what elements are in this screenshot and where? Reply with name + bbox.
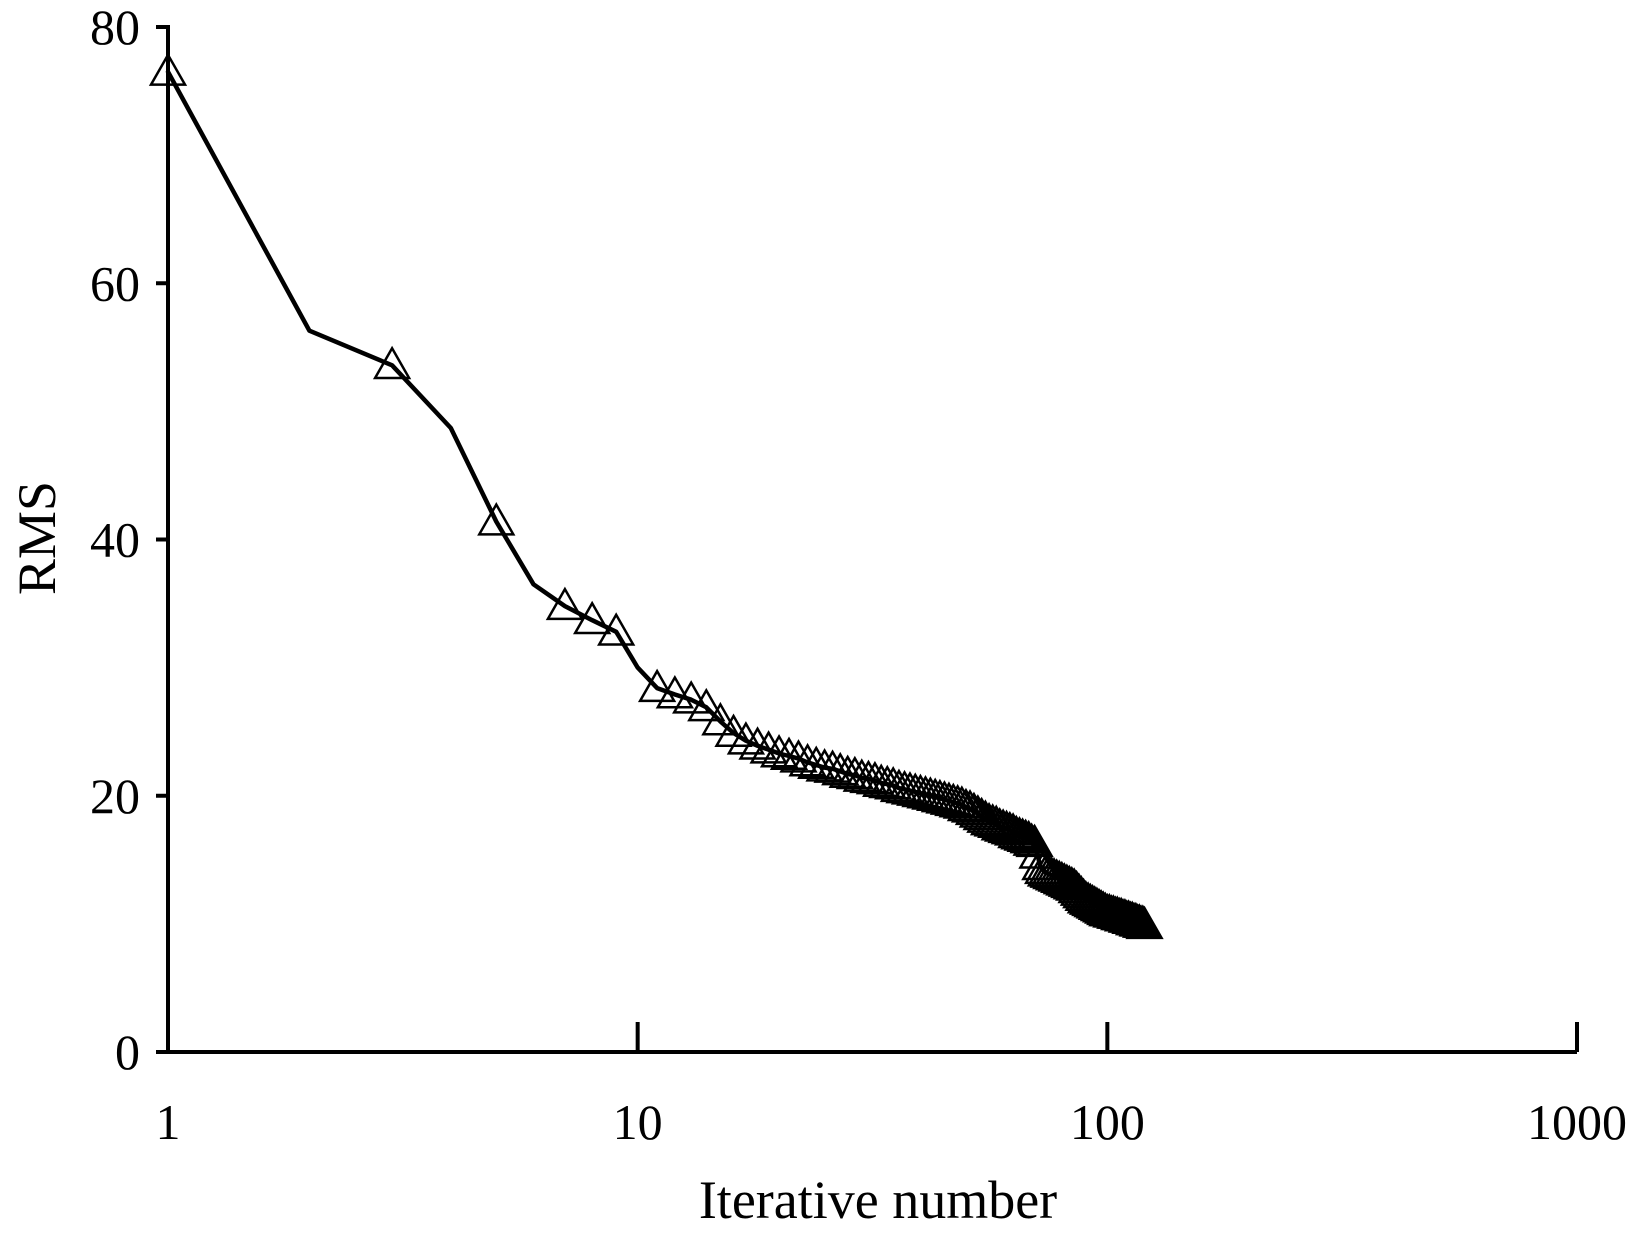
ticks-layer: 0 20 40 60 80 1 10 100 1000: [90, 0, 1627, 1150]
x-axis-title: Iterative number: [699, 1170, 1057, 1230]
data-point-marker: [759, 733, 799, 768]
data-point-marker: [572, 600, 612, 635]
data-point-marker: [966, 799, 1005, 833]
data-point-marker: [1006, 818, 1045, 853]
x-tick-label-1000: 1000: [1527, 1094, 1627, 1150]
data-point-marker: [687, 687, 726, 722]
data-point-marker: [726, 721, 766, 755]
data-point-marker: [788, 742, 827, 777]
data-point-marker: [1012, 822, 1051, 856]
data-point-marker: [1018, 835, 1057, 869]
data-point-marker: [1015, 823, 1054, 858]
data-point-marker: [868, 764, 907, 799]
y-tick-label-0: 0: [115, 1024, 140, 1080]
data-point-marker: [946, 787, 986, 822]
data-point-marker: [925, 780, 964, 814]
data-point-marker: [962, 796, 1001, 831]
data-point-marker: [545, 586, 585, 621]
data-point-marker: [1125, 905, 1164, 940]
data-point-marker: [477, 502, 516, 536]
x-tick-label-1: 1: [156, 1094, 181, 1150]
y-tick-label-40: 40: [90, 512, 140, 568]
data-point-marker: [934, 782, 973, 817]
data-point-marker: [879, 768, 919, 803]
x-tick-label-100: 100: [1070, 1094, 1145, 1150]
data-point-marker: [855, 760, 895, 795]
data-point-marker: [372, 345, 412, 380]
data-point-marker: [938, 783, 977, 818]
data-point-marker: [797, 745, 836, 779]
data-point-marker: [637, 668, 677, 703]
data-point-marker: [738, 726, 777, 760]
data-point-marker: [874, 765, 913, 800]
data-point-marker: [672, 680, 711, 714]
data-point-marker: [749, 730, 788, 764]
data-point-marker: [997, 814, 1036, 849]
marks-layer: [148, 52, 1164, 940]
y-tick-label-20: 20: [90, 768, 140, 824]
data-point-marker: [862, 763, 901, 797]
series-0-line: [165, 69, 1147, 928]
data-point-marker: [655, 675, 695, 709]
data-point-marker: [842, 758, 881, 792]
x-tick-label-10: 10: [613, 1094, 663, 1150]
data-point-marker: [769, 736, 809, 771]
data-point-marker: [849, 759, 888, 794]
data-point-marker: [779, 739, 818, 773]
y-axis-title: RMS: [7, 481, 67, 595]
data-point-marker: [701, 701, 740, 736]
data-point-marker: [929, 781, 969, 815]
y-tick-label-80: 80: [90, 0, 140, 55]
y-tick-label-60: 60: [90, 255, 140, 311]
data-point-marker: [597, 612, 636, 646]
axes-layer: [166, 25, 1577, 1054]
